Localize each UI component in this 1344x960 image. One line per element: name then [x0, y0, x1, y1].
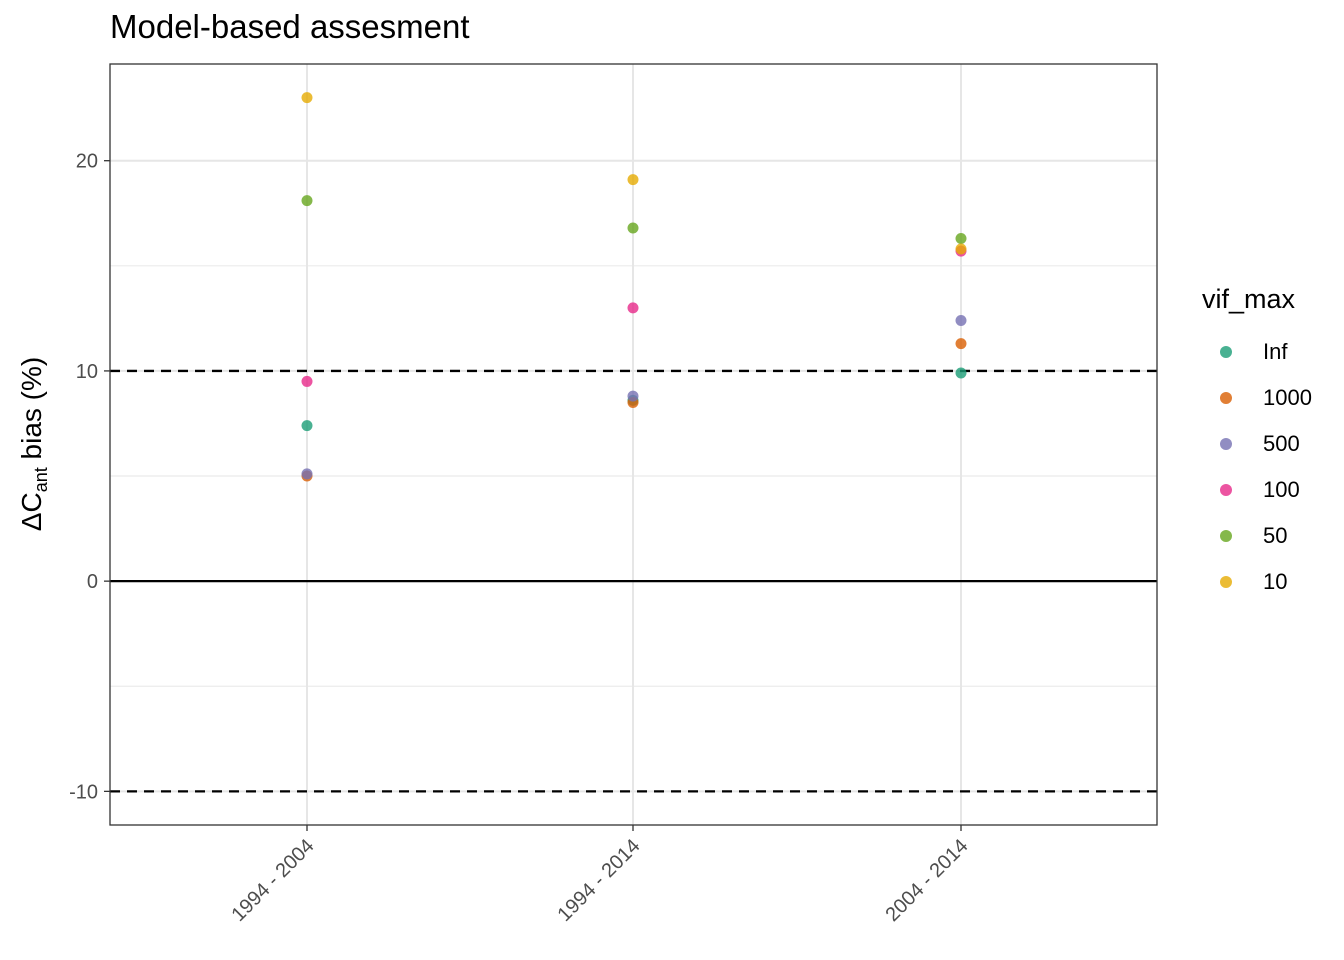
legend-item: 100 [1202, 467, 1312, 513]
data-point [627, 174, 639, 186]
data-point [301, 468, 313, 480]
legend-key [1220, 346, 1232, 358]
legend-item: 10 [1202, 559, 1312, 605]
legend-key [1220, 484, 1232, 496]
legend-item: Inf [1202, 329, 1312, 375]
x-axis-ticks: 1994 - 2004 1994 - 2014 2004 - 2014 [227, 825, 973, 926]
data-point [955, 367, 967, 379]
data-point [301, 375, 313, 387]
legend-item: 500 [1202, 421, 1312, 467]
data-point [301, 420, 313, 432]
data-point [301, 195, 313, 207]
legend-label: 50 [1263, 523, 1288, 548]
legend-label: Inf [1263, 339, 1288, 364]
legend-label: 10 [1263, 569, 1288, 594]
y-axis-ticks: -10 0 10 20 [69, 151, 110, 803]
data-point [955, 243, 967, 255]
grid-layer [110, 64, 1157, 825]
legend-key [1220, 530, 1232, 542]
legend-key [1220, 438, 1232, 450]
y-tick-label: 20 [76, 151, 98, 173]
data-point [955, 232, 967, 244]
legend-item: 50 [1202, 513, 1312, 559]
data-point [955, 314, 967, 326]
legend-key [1220, 576, 1232, 588]
chart-title: Model-based assesment [110, 8, 470, 45]
data-point [955, 338, 967, 350]
legend-label: 500 [1263, 431, 1300, 456]
y-tick-label: 10 [76, 361, 98, 383]
legend-items: Inf 1000 500 100 50 10 [1202, 329, 1312, 605]
legend-title: vif_max [1202, 284, 1296, 314]
y-tick-label: 0 [87, 571, 98, 593]
x-tick-label: 1994 - 2004 [227, 835, 318, 926]
legend-label: 1000 [1263, 385, 1312, 410]
data-point [627, 390, 639, 402]
legend-item: 1000 [1202, 375, 1312, 421]
x-tick-label: 1994 - 2014 [553, 835, 644, 926]
data-points [301, 92, 967, 482]
data-point [301, 92, 313, 104]
legend-key [1220, 392, 1232, 404]
legend: vif_max Inf 1000 500 100 50 10 [1202, 284, 1312, 605]
data-point [627, 302, 639, 314]
reference-lines [110, 369, 1157, 793]
data-point [627, 222, 639, 234]
x-tick-label: 2004 - 2014 [881, 835, 972, 926]
y-tick-label: -10 [69, 781, 98, 803]
legend-label: 100 [1263, 477, 1300, 502]
